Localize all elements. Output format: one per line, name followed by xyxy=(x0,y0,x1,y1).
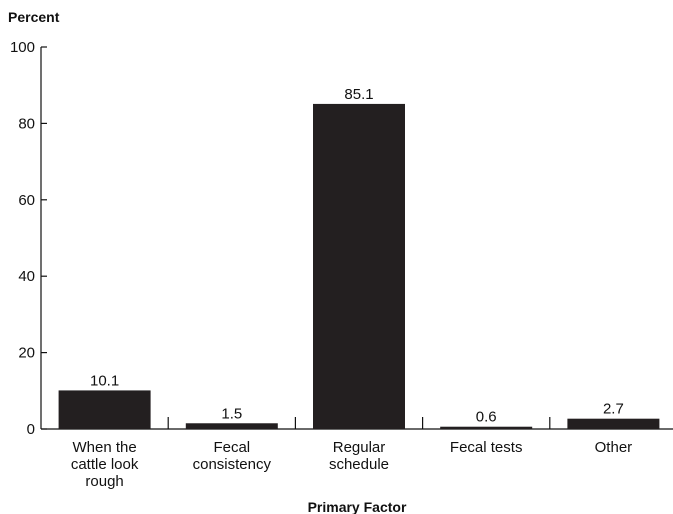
y-tick-label: 80 xyxy=(18,115,35,132)
y-axis-title: Percent xyxy=(8,9,60,25)
x-category-label: Fecal consistency xyxy=(193,439,272,473)
bar xyxy=(567,418,660,429)
y-tick-label: 0 xyxy=(27,421,35,438)
y-tick-label: 40 xyxy=(18,268,35,285)
bar xyxy=(440,426,533,429)
bar-value-label: 2.7 xyxy=(603,401,624,418)
x-axis: When the cattle look rough Fecal consistency… xyxy=(41,417,673,490)
x-category-label: Fecal tests xyxy=(450,439,523,456)
bar-value-label: 10.1 xyxy=(90,372,119,389)
bar xyxy=(313,103,405,429)
y-axis: 0 20 40 60 80 100 xyxy=(10,39,47,438)
bar-value-label: 0.6 xyxy=(476,409,497,426)
bars: 10.1 1.5 85.1 0.6 2.7 xyxy=(58,86,660,429)
bar xyxy=(185,423,278,429)
bar-value-label: 85.1 xyxy=(344,86,373,103)
y-tick-label: 20 xyxy=(18,345,35,362)
x-category-label: Other xyxy=(595,439,633,456)
bar xyxy=(58,390,151,429)
bar-value-label: 1.5 xyxy=(221,405,242,422)
y-tick-label: 100 xyxy=(10,39,35,56)
x-axis-title: Primary Factor xyxy=(308,499,407,514)
x-category-label: Regular schedule xyxy=(329,439,389,473)
x-category-label: When the cattle look rough xyxy=(71,439,139,490)
y-tick-label: 60 xyxy=(18,192,35,209)
